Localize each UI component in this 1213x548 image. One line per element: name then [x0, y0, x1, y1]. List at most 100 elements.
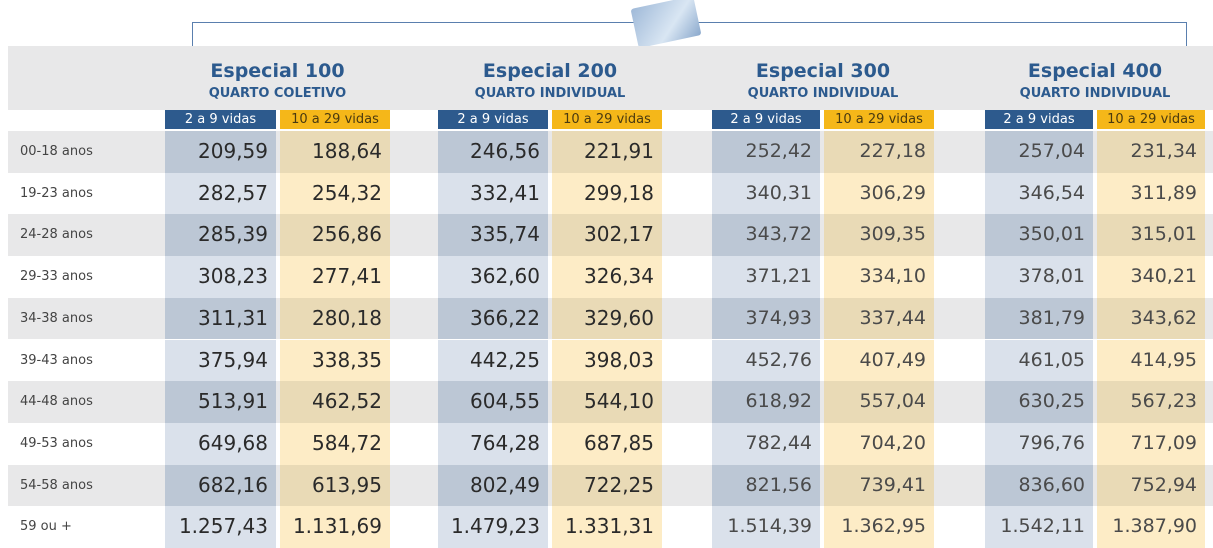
price: 302,17	[584, 222, 654, 247]
cell	[985, 506, 1093, 548]
price: 704,20	[859, 431, 926, 454]
price: 630,25	[1018, 390, 1085, 413]
price: 1.257,43	[178, 514, 268, 539]
price: 452,76	[745, 348, 812, 371]
price: 252,42	[745, 140, 812, 162]
plan-name: Especial 400	[1027, 60, 1163, 82]
price: 285,39	[198, 222, 268, 247]
price: 1.131,69	[292, 514, 382, 539]
price: 329,60	[584, 305, 654, 330]
age-label: 00-18 anos	[20, 144, 93, 159]
price: 257,04	[1018, 140, 1085, 162]
price: 343,72	[745, 223, 812, 246]
cell	[824, 256, 934, 298]
price: 188,64	[312, 139, 382, 163]
cell	[1097, 172, 1205, 215]
price: 306,29	[859, 181, 926, 204]
cell	[165, 506, 276, 548]
cell	[280, 214, 390, 257]
price: 1.542,11	[1000, 515, 1085, 538]
price: 311,31	[198, 305, 268, 330]
price: 375,94	[198, 347, 268, 372]
price: 343,62	[1130, 306, 1197, 329]
price: 209,59	[198, 139, 268, 163]
price: 1.362,95	[841, 515, 926, 538]
price: 682,16	[198, 472, 268, 497]
cell	[165, 256, 276, 298]
plan-room: QUARTO COLETIVO	[208, 86, 347, 101]
plan-room: QUARTO INDIVIDUAL	[1019, 86, 1171, 101]
price: 613,95	[312, 472, 382, 497]
group-header: 2 a 9 vidas	[712, 110, 820, 129]
cell	[985, 422, 1093, 465]
age-label: 54-58 anos	[20, 477, 93, 493]
cell	[438, 339, 548, 382]
cell	[438, 506, 548, 548]
age-label: 19-23 anos	[20, 185, 93, 201]
cell	[438, 131, 548, 173]
cell	[552, 506, 662, 548]
price: 513,91	[198, 389, 268, 414]
cell	[824, 131, 934, 173]
price: 722,25	[584, 472, 654, 497]
cell	[712, 297, 820, 340]
cell	[985, 256, 1093, 298]
cell	[438, 172, 548, 215]
cell	[1097, 131, 1205, 173]
cell	[1097, 339, 1205, 382]
cell	[1097, 506, 1205, 548]
cell	[1097, 422, 1205, 465]
cell	[438, 297, 548, 340]
price: 1.479,23	[450, 514, 540, 539]
price: 366,22	[470, 305, 540, 330]
cell	[712, 172, 820, 215]
price: 557,04	[859, 390, 926, 413]
header-band	[8, 46, 1213, 110]
price: 308,23	[198, 264, 268, 289]
cell	[712, 339, 820, 382]
price: 362,60	[470, 264, 540, 289]
price: 544,10	[584, 389, 654, 414]
price: 256,86	[312, 222, 382, 247]
cell	[985, 214, 1093, 257]
cell	[438, 256, 548, 298]
cell	[552, 422, 662, 465]
price: 782,44	[745, 431, 812, 454]
cell	[824, 381, 934, 423]
price: 398,03	[584, 347, 654, 372]
age-label: 24-28 anos	[20, 227, 93, 243]
cell	[712, 506, 820, 548]
plan-name: Especial 100	[210, 60, 345, 82]
cell	[438, 381, 548, 423]
price: 277,41	[312, 264, 382, 289]
price: 752,94	[1130, 473, 1197, 496]
cell	[824, 214, 934, 257]
age-label: 29-33 anos	[20, 269, 93, 285]
price: 254,32	[312, 180, 382, 205]
cell	[712, 422, 820, 465]
group-header: 2 a 9 vidas	[438, 110, 548, 129]
cell	[824, 506, 934, 548]
price: 407,49	[859, 348, 926, 371]
group-header: 10 a 29 vidas	[280, 110, 390, 129]
cell	[165, 381, 276, 423]
cell	[552, 172, 662, 215]
price: 1.331,31	[564, 514, 654, 539]
price: 1.387,90	[1112, 515, 1197, 538]
age-label: 59 ou +	[20, 519, 72, 535]
cell	[280, 381, 390, 423]
cell	[1097, 256, 1205, 298]
cell	[165, 297, 276, 340]
price: 311,89	[1130, 181, 1197, 204]
price: 280,18	[312, 305, 382, 330]
cell	[165, 214, 276, 257]
group-header: 2 a 9 vidas	[165, 110, 276, 129]
price: 567,23	[1130, 390, 1197, 413]
cell	[1097, 381, 1205, 423]
age-label: 34-38 anos	[20, 310, 93, 326]
cell	[712, 131, 820, 173]
cell	[824, 464, 934, 507]
price: 821,56	[745, 473, 812, 496]
price: 231,34	[1130, 140, 1197, 162]
